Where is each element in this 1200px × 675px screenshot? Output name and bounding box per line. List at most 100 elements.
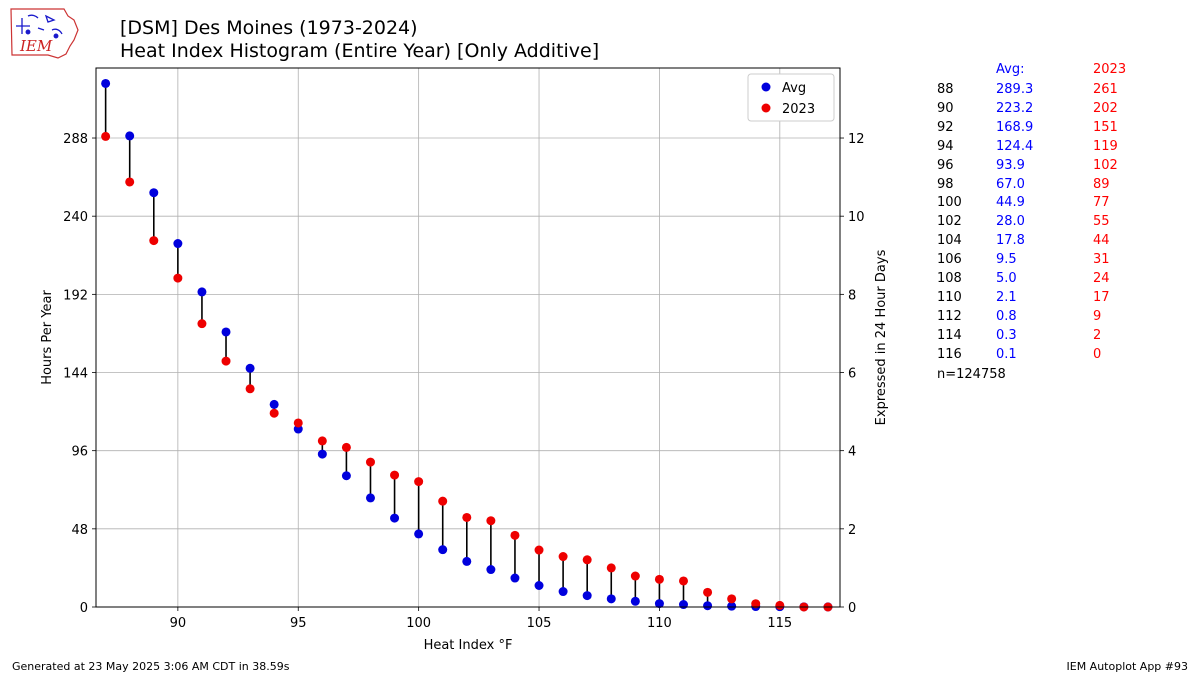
- point-year: [414, 477, 424, 487]
- point-avg: [173, 239, 183, 249]
- plot-frame: [95, 67, 841, 608]
- table-cell-avg: 2.1: [996, 289, 1017, 305]
- footer-generated: Generated at 23 May 2025 3:06 AM CDT in …: [12, 660, 290, 673]
- point-year: [438, 496, 448, 506]
- table-cell-year: 17: [1093, 289, 1110, 305]
- table-header-avg: Avg:: [996, 62, 1025, 77]
- point-avg: [341, 471, 351, 481]
- point-avg: [678, 600, 688, 610]
- point-year: [125, 177, 135, 187]
- table-cell-temp: 110: [937, 289, 962, 305]
- table-cell-avg: 9.5: [996, 252, 1017, 268]
- y-right-tick-label: 0: [848, 601, 856, 616]
- point-avg: [438, 545, 448, 555]
- table-cell-year: 44: [1093, 233, 1110, 249]
- point-year: [775, 600, 785, 610]
- x-tick-label: 115: [767, 616, 792, 631]
- y-right-axis-label: Expressed in 24 Hour Days: [874, 249, 889, 425]
- table-cell-year: 31: [1093, 252, 1110, 268]
- table-cell-temp: 104: [937, 233, 962, 249]
- y-right-tick-label: 4: [848, 445, 856, 460]
- point-year: [149, 236, 159, 246]
- point-avg: [390, 513, 400, 523]
- point-year: [486, 516, 496, 526]
- point-year: [101, 131, 111, 141]
- y-tick-label: 96: [71, 445, 88, 460]
- point-avg: [654, 599, 664, 609]
- x-tick-label: 90: [170, 616, 187, 631]
- point-year: [317, 436, 327, 446]
- point-avg: [630, 596, 640, 606]
- table-cell-temp: 106: [937, 252, 962, 268]
- table-cell-year: 77: [1093, 195, 1110, 211]
- table-cell-year: 119: [1093, 138, 1118, 154]
- point-avg: [582, 591, 592, 601]
- table-cell-avg: 5.0: [996, 271, 1017, 286]
- table-cell-avg: 93.9: [996, 157, 1025, 173]
- table-count: n=124758: [937, 367, 1006, 382]
- x-tick-label: 95: [290, 616, 307, 631]
- point-year: [751, 599, 761, 609]
- point-avg: [486, 565, 496, 575]
- point-avg: [462, 556, 472, 566]
- table-cell-temp: 102: [937, 214, 962, 230]
- table-cell-temp: 112: [937, 308, 962, 324]
- y-right-tick-label: 2: [848, 523, 856, 538]
- table-cell-temp: 100: [937, 195, 962, 211]
- point-avg: [317, 449, 327, 459]
- point-year: [630, 571, 640, 581]
- point-avg: [197, 287, 207, 297]
- point-year: [269, 408, 279, 418]
- point-year: [390, 470, 400, 480]
- table-cell-avg: 0.8: [996, 308, 1017, 324]
- chart-title: [DSM] Des Moines (1973-2024): [120, 17, 418, 39]
- point-avg: [727, 601, 737, 611]
- table-cell-avg: 0.3: [996, 327, 1017, 343]
- point-year: [582, 555, 592, 565]
- table-cell-temp: 94: [937, 138, 954, 154]
- y-right-tick-label: 6: [848, 367, 856, 382]
- y-tick-label: 48: [71, 523, 88, 538]
- point-avg: [510, 573, 520, 583]
- table-cell-avg: 0.1: [996, 346, 1017, 362]
- table-cell-year: 202: [1093, 100, 1118, 116]
- point-year: [510, 530, 520, 540]
- table-cell-temp: 98: [937, 176, 954, 192]
- point-year: [341, 442, 351, 452]
- point-year: [245, 384, 255, 394]
- y-tick-label: 144: [63, 367, 88, 382]
- legend-marker: [761, 103, 771, 113]
- y-right-tick-label: 12: [848, 132, 865, 147]
- table-cell-temp: 108: [937, 271, 962, 286]
- x-tick-label: 100: [406, 616, 431, 631]
- point-avg: [703, 601, 713, 611]
- table-cell-year: 55: [1093, 214, 1110, 230]
- iem-logo: IEM: [10, 8, 79, 59]
- point-avg: [125, 131, 135, 141]
- y-tick-label: 0: [80, 601, 88, 616]
- y-right-tick-label: 10: [848, 210, 865, 225]
- point-avg: [149, 188, 159, 198]
- table-cell-temp: 90: [937, 100, 954, 116]
- point-year: [221, 356, 231, 366]
- x-axis-label: Heat Index °F: [424, 638, 513, 653]
- table-cell-year: 151: [1093, 119, 1118, 135]
- point-year: [703, 587, 713, 597]
- table-cell-year: 261: [1093, 82, 1118, 97]
- legend-marker: [761, 82, 771, 92]
- table-cell-avg: 17.8: [996, 233, 1025, 249]
- x-tick-label: 105: [527, 616, 552, 631]
- y-right-tick-label: 8: [848, 288, 856, 303]
- point-avg: [414, 529, 424, 539]
- table-cell-temp: 88: [937, 82, 954, 97]
- table-cell-avg: 223.2: [996, 100, 1034, 116]
- point-year: [293, 418, 303, 428]
- table-cell-temp: 96: [937, 157, 954, 173]
- y-tick-label: 288: [63, 132, 88, 147]
- chart-subtitle: Heat Index Histogram (Entire Year) [Only…: [120, 40, 600, 62]
- table-cell-year: 0: [1093, 346, 1102, 362]
- legend-label: Avg: [782, 81, 806, 96]
- table-cell-avg: 289.3: [996, 82, 1034, 97]
- table-cell-year: 24: [1093, 271, 1110, 286]
